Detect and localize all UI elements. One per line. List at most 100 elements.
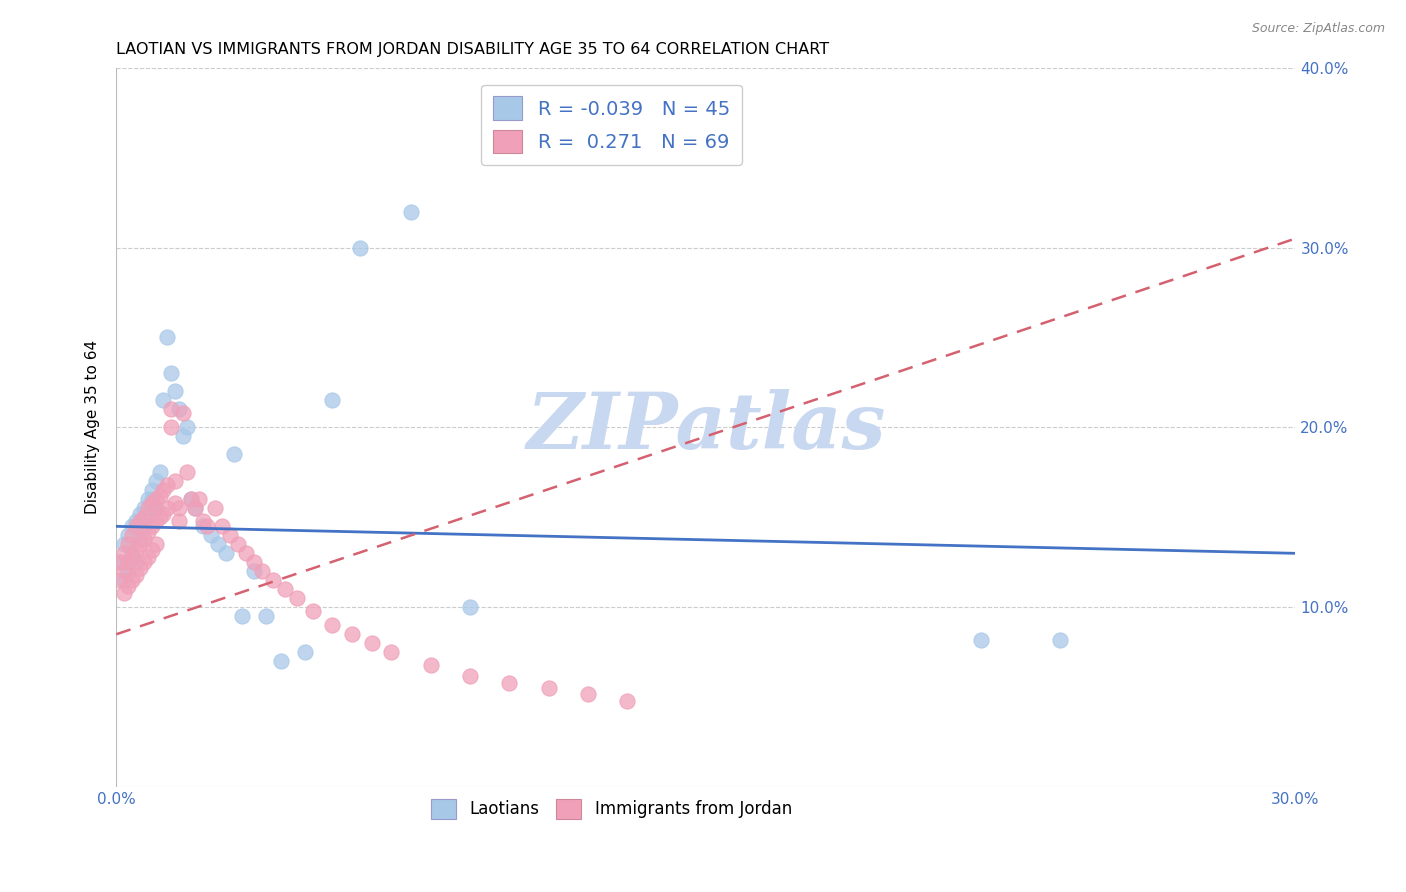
Point	[112, 586, 135, 600]
Point	[167, 514, 190, 528]
Point	[121, 574, 143, 588]
Point	[576, 687, 599, 701]
Point	[243, 555, 266, 569]
Point	[128, 560, 150, 574]
Point	[274, 582, 297, 597]
Point	[121, 546, 143, 560]
Point	[121, 549, 143, 564]
Point	[125, 514, 148, 528]
Point	[132, 501, 155, 516]
Point	[141, 519, 163, 533]
Point	[160, 402, 183, 417]
Point	[136, 524, 159, 539]
Point	[117, 537, 139, 551]
Point	[167, 402, 190, 417]
Point	[128, 507, 150, 521]
Point	[128, 514, 150, 528]
Point	[616, 694, 638, 708]
Point	[145, 501, 167, 516]
Point	[132, 510, 155, 524]
Point	[399, 204, 422, 219]
Point	[117, 555, 139, 569]
Point	[125, 542, 148, 557]
Point	[195, 519, 218, 533]
Point	[176, 466, 198, 480]
Point	[156, 478, 179, 492]
Point	[112, 546, 135, 560]
Point	[263, 574, 285, 588]
Point	[250, 564, 273, 578]
Point	[125, 519, 148, 533]
Point	[498, 676, 520, 690]
Point	[243, 564, 266, 578]
Point	[191, 514, 214, 528]
Point	[125, 568, 148, 582]
Point	[148, 466, 170, 480]
Point	[321, 393, 343, 408]
Point	[380, 645, 402, 659]
Point	[156, 501, 179, 516]
Y-axis label: Disability Age 35 to 64: Disability Age 35 to 64	[86, 341, 100, 515]
Point	[172, 406, 194, 420]
Point	[184, 501, 207, 516]
Point	[108, 555, 131, 569]
Point	[458, 668, 481, 682]
Point	[224, 447, 246, 461]
Point	[152, 483, 174, 498]
Point	[128, 537, 150, 551]
Point	[152, 393, 174, 408]
Point	[360, 636, 382, 650]
Point	[200, 528, 222, 542]
Point	[215, 546, 238, 560]
Point	[1049, 632, 1071, 647]
Point	[145, 537, 167, 551]
Point	[141, 496, 163, 510]
Point	[231, 609, 253, 624]
Point	[211, 519, 233, 533]
Point	[121, 528, 143, 542]
Point	[128, 532, 150, 546]
Text: LAOTIAN VS IMMIGRANTS FROM JORDAN DISABILITY AGE 35 TO 64 CORRELATION CHART: LAOTIAN VS IMMIGRANTS FROM JORDAN DISABI…	[117, 42, 830, 57]
Point	[145, 514, 167, 528]
Point	[191, 519, 214, 533]
Point	[176, 420, 198, 434]
Point	[145, 475, 167, 489]
Text: Source: ZipAtlas.com: Source: ZipAtlas.com	[1251, 22, 1385, 36]
Point	[117, 579, 139, 593]
Point	[254, 609, 277, 624]
Point	[165, 384, 187, 399]
Point	[294, 645, 316, 659]
Point	[340, 627, 363, 641]
Point	[226, 537, 249, 551]
Legend: Laotians, Immigrants from Jordan: Laotians, Immigrants from Jordan	[425, 792, 799, 826]
Point	[285, 591, 308, 606]
Point	[160, 420, 183, 434]
Point	[235, 546, 257, 560]
Point	[349, 240, 371, 254]
Point	[207, 537, 229, 551]
Point	[204, 501, 226, 516]
Point	[970, 632, 993, 647]
Point	[132, 519, 155, 533]
Point	[172, 429, 194, 443]
Point	[180, 492, 202, 507]
Point	[112, 564, 135, 578]
Point	[270, 654, 292, 668]
Point	[136, 492, 159, 507]
Point	[156, 330, 179, 344]
Point	[141, 492, 163, 507]
Point	[121, 519, 143, 533]
Point	[187, 492, 209, 507]
Point	[136, 510, 159, 524]
Point	[152, 507, 174, 521]
Point	[108, 574, 131, 588]
Point	[141, 542, 163, 557]
Text: ZIPatlas: ZIPatlas	[526, 389, 886, 466]
Point	[132, 555, 155, 569]
Point	[167, 501, 190, 516]
Point	[419, 657, 441, 672]
Point	[136, 501, 159, 516]
Point	[117, 564, 139, 578]
Point	[148, 510, 170, 524]
Point	[148, 489, 170, 503]
